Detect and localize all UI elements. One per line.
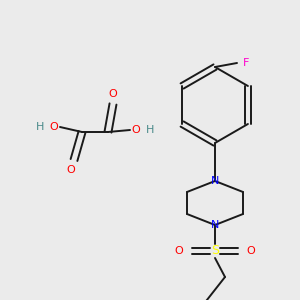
Text: H: H <box>36 122 44 132</box>
Text: S: S <box>211 244 219 257</box>
Text: H: H <box>146 125 154 135</box>
Text: O: O <box>247 246 255 256</box>
Text: O: O <box>50 122 58 132</box>
Text: F: F <box>243 58 249 68</box>
Text: N: N <box>211 220 219 230</box>
Text: N: N <box>211 176 219 186</box>
Text: O: O <box>109 89 117 99</box>
Text: O: O <box>67 165 75 175</box>
Text: O: O <box>175 246 183 256</box>
Text: O: O <box>132 125 140 135</box>
